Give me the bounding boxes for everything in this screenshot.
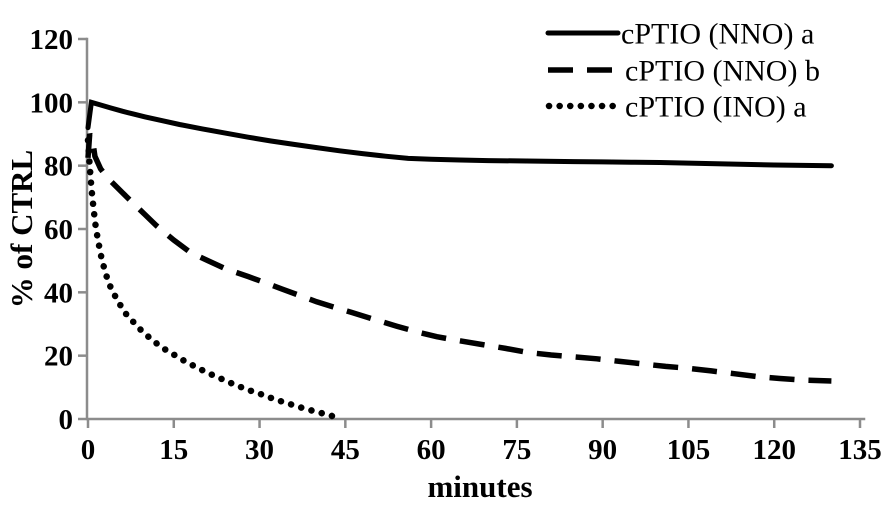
- y-tick-label-0: 0: [59, 404, 74, 436]
- series-layer: [84, 99, 834, 422]
- legend-label-cptio-ino-a: cPTIO (INO) a: [625, 91, 807, 124]
- legend-label-cptio-nno-b: cPTIO (NNO) b: [625, 55, 820, 88]
- x-tick-label-6: 90: [588, 434, 617, 466]
- x-axis-title: minutes: [427, 469, 532, 504]
- y-tick-label-6: 120: [30, 24, 74, 56]
- x-tick-label-8: 120: [752, 434, 796, 466]
- x-tick-label-0: 0: [81, 434, 96, 466]
- y-tick-label-5: 100: [30, 87, 74, 119]
- legend: cPTIO (NNO) a cPTIO (NNO) b cPTIO (INO) …: [545, 18, 820, 124]
- y-tick-label-1: 20: [44, 341, 73, 373]
- series-line-cptio-ino-a: [84, 137, 343, 422]
- y-tick-label-4: 80: [44, 151, 73, 183]
- x-tick-label-3: 45: [331, 434, 360, 466]
- x-tick-label-5: 75: [502, 434, 531, 466]
- legend-label-cptio-nno-a: cPTIO (NNO) a: [621, 18, 814, 51]
- series-line-cptio-nno-b: [85, 132, 832, 384]
- x-tick-label-4: 60: [417, 434, 446, 466]
- x-tick-label-1: 15: [159, 434, 188, 466]
- y-tick-label-3: 60: [44, 214, 73, 246]
- y-tick-label-2: 40: [44, 277, 73, 309]
- y-axis-title: % of CTRL: [4, 150, 39, 308]
- x-tick-label-2: 30: [245, 434, 274, 466]
- x-tick-label-7: 105: [667, 434, 711, 466]
- series-line-cptio-nno-a: [85, 99, 834, 169]
- x-tick-label-9: 135: [838, 434, 882, 466]
- axes-layer: 0 20 40 60 80 100 120 0 15 30 45 60 75 90 105 120 135: [30, 24, 882, 466]
